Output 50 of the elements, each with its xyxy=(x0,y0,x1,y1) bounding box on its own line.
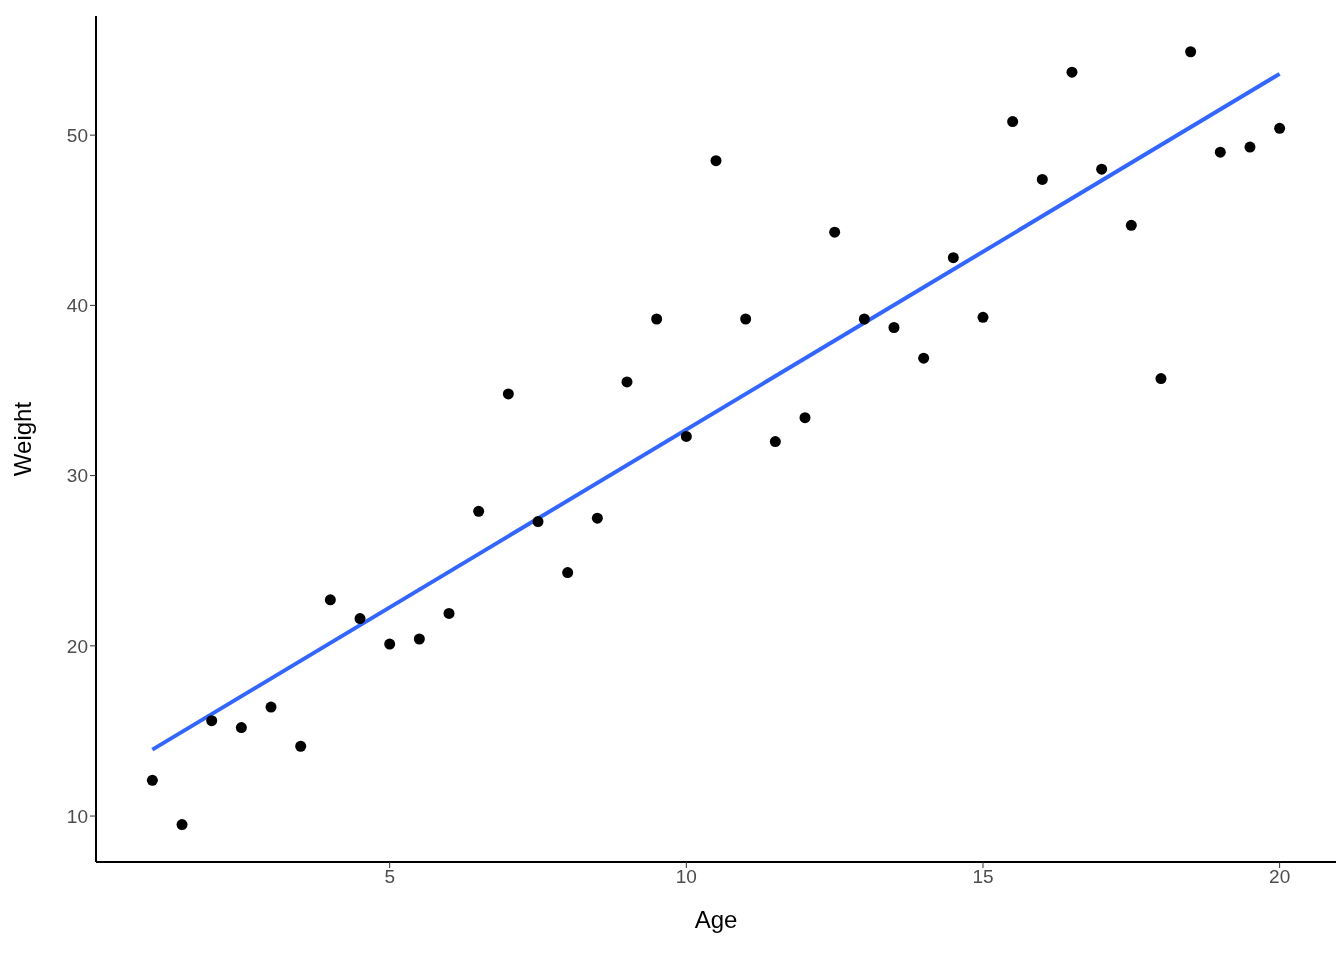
point xyxy=(295,740,307,752)
x-tick-label: 5 xyxy=(384,866,395,888)
point xyxy=(1244,141,1256,153)
point xyxy=(1155,373,1167,385)
point xyxy=(799,412,811,424)
point xyxy=(532,516,544,528)
point xyxy=(651,313,663,325)
point xyxy=(858,313,870,325)
point xyxy=(1066,66,1078,78)
point xyxy=(413,633,425,645)
point xyxy=(473,505,485,517)
y-tick-label: 50 xyxy=(66,124,88,146)
point xyxy=(947,252,959,264)
point xyxy=(1185,46,1197,58)
point xyxy=(740,313,752,325)
point xyxy=(146,774,158,786)
point xyxy=(888,322,900,334)
point xyxy=(502,388,514,400)
point xyxy=(1036,173,1048,185)
point xyxy=(1274,122,1286,134)
y-axis-title: Weight xyxy=(8,401,36,477)
point xyxy=(206,715,218,727)
point xyxy=(265,701,277,713)
point xyxy=(918,352,930,364)
point xyxy=(710,155,722,167)
point xyxy=(384,638,396,650)
point xyxy=(621,376,633,388)
x-tick-label: 15 xyxy=(972,866,994,888)
point xyxy=(1007,116,1019,128)
point xyxy=(443,607,455,619)
point xyxy=(354,613,366,625)
point xyxy=(562,567,574,579)
point xyxy=(680,430,692,442)
point xyxy=(1125,219,1137,231)
y-tick-label: 30 xyxy=(66,465,88,487)
y-tick-label: 10 xyxy=(66,805,88,827)
x-tick-label: 20 xyxy=(1269,866,1291,888)
point xyxy=(1096,163,1108,175)
point xyxy=(977,311,989,323)
point xyxy=(324,594,336,606)
point xyxy=(235,722,247,734)
y-tick-label: 40 xyxy=(66,295,88,317)
x-axis-title: Age xyxy=(694,906,738,933)
point xyxy=(591,512,603,524)
point xyxy=(829,226,841,238)
y-tick-label: 20 xyxy=(66,635,88,657)
x-tick-label: 10 xyxy=(675,866,697,888)
point xyxy=(176,819,188,831)
point xyxy=(769,436,781,448)
point xyxy=(1214,146,1226,158)
